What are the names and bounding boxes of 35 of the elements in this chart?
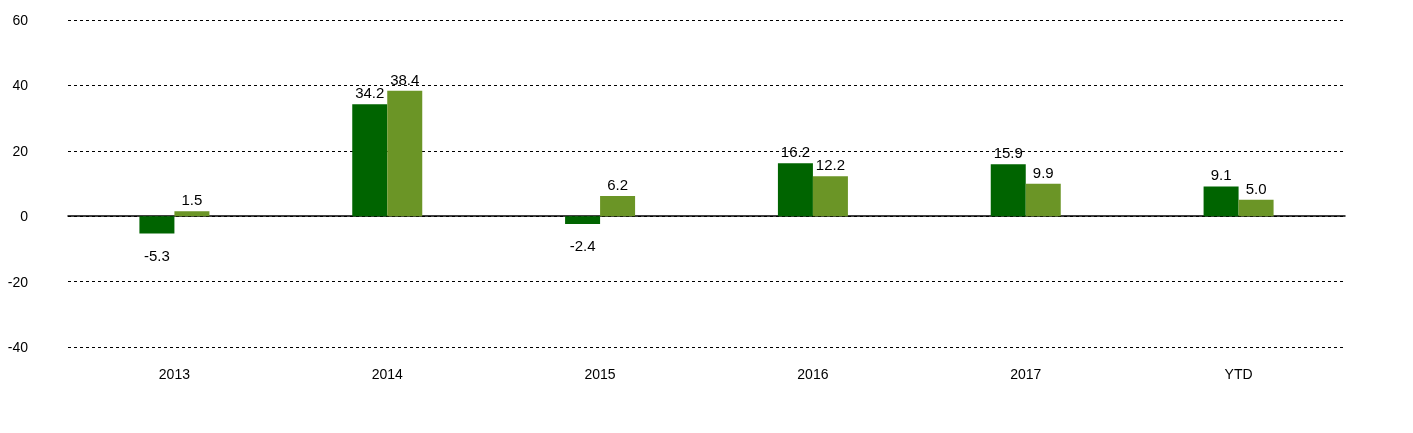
bar bbox=[352, 104, 388, 217]
data-label: 6.2 bbox=[607, 175, 629, 193]
y-tick-label: 20 bbox=[12, 142, 29, 159]
x-tick-label: 2017 bbox=[1010, 366, 1042, 382]
x-tick-label: 2013 bbox=[158, 366, 191, 382]
bar bbox=[174, 211, 210, 217]
bar bbox=[777, 163, 813, 217]
y-tick-label: -20 bbox=[7, 273, 29, 290]
data-label: -5.3 bbox=[143, 246, 170, 264]
data-label: 1.5 bbox=[181, 191, 203, 209]
data-label: 34.2 bbox=[355, 84, 385, 102]
bar bbox=[1238, 199, 1274, 217]
x-tick-label: YTD bbox=[1224, 366, 1253, 382]
y-tick-label: 60 bbox=[12, 12, 29, 28]
data-label: -2.4 bbox=[569, 237, 596, 255]
data-label: 12.2 bbox=[815, 156, 846, 174]
x-tick-label: 2016 bbox=[797, 366, 829, 382]
bar bbox=[1025, 183, 1061, 217]
bar bbox=[812, 176, 848, 217]
data-label: 9.9 bbox=[1032, 163, 1054, 181]
bar bbox=[600, 195, 636, 217]
x-tick-label: 2015 bbox=[584, 366, 616, 382]
bar bbox=[565, 216, 601, 225]
bar bbox=[1203, 186, 1239, 217]
data-label: 16.2 bbox=[780, 143, 811, 161]
bar bbox=[387, 90, 423, 217]
bar bbox=[139, 216, 175, 234]
data-label: 38.4 bbox=[390, 70, 420, 88]
data-label: 9.1 bbox=[1210, 166, 1232, 184]
y-tick-label: 40 bbox=[12, 77, 29, 94]
bar bbox=[990, 164, 1026, 217]
y-tick-label: -40 bbox=[7, 339, 29, 355]
data-label: 5.0 bbox=[1245, 179, 1267, 197]
x-tick-label: 2014 bbox=[371, 366, 404, 382]
y-tick-label: 0 bbox=[20, 208, 29, 225]
